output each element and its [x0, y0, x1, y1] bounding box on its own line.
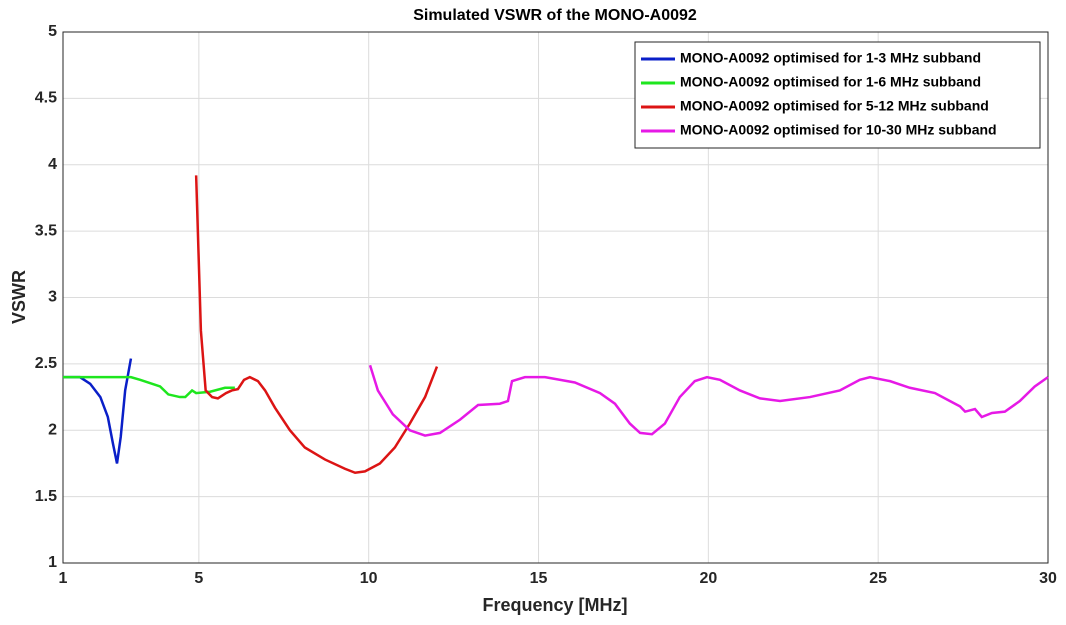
- y-tick-label: 2: [48, 421, 57, 438]
- chart-title: Simulated VSWR of the MONO-A0092: [413, 7, 697, 24]
- x-tick-label: 15: [530, 570, 548, 587]
- y-tick-label: 2.5: [35, 355, 57, 372]
- x-tick-label: 10: [360, 570, 378, 587]
- plot-frame: [62, 31, 1049, 564]
- x-tick-label: 25: [869, 570, 887, 587]
- legend: MONO-A0092 optimised for 1-3 MHz subband…: [634, 41, 1041, 149]
- y-tick-label: 4.5: [35, 90, 57, 107]
- series-line: [63, 375, 235, 399]
- x-tick-label: 5: [194, 570, 203, 587]
- x-tick-label: 20: [699, 570, 717, 587]
- legend-label: MONO-A0092 optimised for 1-6 MHz subband: [680, 74, 981, 90]
- y-tick-label: 1.5: [35, 488, 57, 505]
- y-tick-label: 3: [48, 289, 57, 306]
- legend-label: MONO-A0092 optimised for 1-3 MHz subband: [680, 50, 981, 66]
- y-axis-label: VSWR: [9, 270, 29, 324]
- legend-label: MONO-A0092 optimised for 10-30 MHz subba…: [680, 122, 997, 138]
- x-axis-label: Frequency [MHz]: [482, 595, 627, 615]
- series-line: [63, 358, 133, 464]
- x-tick-label: 1: [59, 570, 68, 587]
- legend-label: MONO-A0092 optimised for 5-12 MHz subban…: [680, 98, 989, 114]
- y-tick-label: 1: [48, 554, 57, 571]
- series-line: [194, 175, 439, 475]
- series-line: [368, 364, 1049, 437]
- y-tick-label: 3.5: [35, 222, 57, 239]
- x-tick-label: 30: [1039, 570, 1057, 587]
- legend-box: [634, 41, 1041, 149]
- y-tick-label: 5: [48, 23, 57, 40]
- y-tick-label: 4: [48, 156, 57, 173]
